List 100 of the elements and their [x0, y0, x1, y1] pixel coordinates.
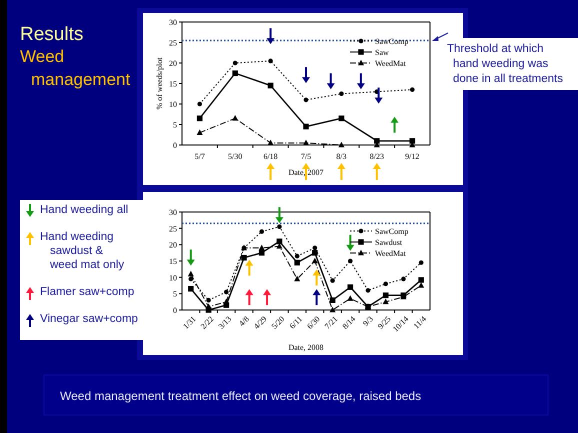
x-tick-label: 4/8 [237, 314, 251, 328]
point [409, 138, 416, 144]
point [339, 91, 344, 96]
point [304, 98, 308, 102]
x-tick-label: 5/30 [228, 152, 242, 161]
point [196, 129, 203, 135]
y-tick-label: 5 [173, 120, 177, 130]
point [374, 138, 380, 144]
x-tick-label: 8/14 [340, 314, 358, 331]
x-tick-label: 6/11 [288, 314, 304, 331]
point [330, 278, 335, 283]
x-tick-label: 11/4 [412, 314, 428, 331]
point [258, 250, 265, 256]
point [418, 260, 424, 265]
point [277, 224, 282, 229]
point [382, 298, 389, 304]
y-tick-label: 5 [173, 290, 177, 299]
point [188, 276, 194, 282]
y-tick-label: 20 [169, 240, 177, 250]
text: Hand weeding all [40, 204, 128, 216]
legend-label: WeedMat [375, 249, 407, 258]
point [232, 115, 238, 121]
point [223, 298, 230, 304]
point [268, 58, 273, 64]
point [232, 60, 238, 66]
point [258, 244, 265, 250]
text: Vinegar saw+comp [40, 313, 138, 325]
x-tick-label: 5/20 [270, 314, 286, 331]
x-tick-label: 9/12 [405, 152, 420, 161]
x-tick-label: 7/21 [322, 314, 340, 331]
point [303, 124, 309, 130]
point [232, 70, 238, 76]
point [294, 260, 300, 266]
point [241, 254, 247, 261]
y-tick-label: 25 [169, 38, 177, 48]
y-tick-label: 20 [169, 59, 177, 68]
point [259, 229, 264, 234]
point [206, 303, 212, 310]
y-tick-label: 10 [169, 273, 177, 282]
point [418, 277, 424, 283]
point [330, 306, 336, 312]
y-tick-label: 0 [173, 141, 177, 150]
point [338, 116, 344, 122]
point [224, 290, 229, 294]
point [312, 258, 318, 264]
x-tick-label: 8/3 [336, 152, 347, 161]
legend-label: WeedMat [375, 59, 407, 68]
y-tick-label: 15 [169, 257, 177, 266]
y-tick-label: 15 [169, 80, 177, 88]
point [294, 276, 300, 282]
legend-label: SawComp [375, 37, 408, 46]
y-tick-label: 30 [169, 18, 177, 27]
point [330, 297, 336, 303]
point [383, 282, 388, 286]
legend-label: Saw [375, 48, 389, 57]
x-tick-label: 3/13 [216, 314, 234, 331]
text: Weed management treatment effect on weed coverage, raised beds [60, 389, 422, 403]
point [206, 298, 211, 302]
x-tick-label: 1/31 [181, 314, 198, 331]
point [188, 286, 194, 292]
y-tick-label: 25 [169, 224, 177, 234]
point [348, 258, 353, 264]
point [338, 142, 344, 148]
point [410, 87, 415, 92]
chart-title: Results [20, 24, 84, 45]
y-axis-title: % of weeds/plot [155, 56, 164, 110]
x-tick-label: 6/18 [263, 152, 278, 161]
x-tick-label: 5/7 [194, 152, 205, 161]
text: Hand weeding sawdust & weed mat only [40, 231, 124, 271]
x-axis-title: Date, 2007 [288, 168, 324, 177]
x-tick-label: 8/23 [370, 152, 384, 161]
legend-label: Sawdust [375, 238, 403, 247]
point [312, 250, 318, 256]
point [188, 270, 194, 276]
x-tick-label: 7/5 [300, 152, 312, 161]
x-tick-label: 4/29 [252, 314, 269, 331]
point [366, 288, 370, 293]
point [382, 292, 389, 298]
point [276, 238, 282, 244]
point [418, 282, 424, 288]
x-tick-label: 6/30 [305, 314, 322, 331]
text: Weed management [20, 47, 131, 89]
point [312, 246, 318, 250]
point [347, 295, 354, 301]
x-tick-label: 2/22 [198, 314, 216, 331]
point [401, 276, 406, 282]
x-tick-label: 9/3 [361, 314, 375, 328]
point [294, 254, 300, 258]
x-axis-title: Date, 2008 [288, 343, 324, 352]
text: Flamer saw+comp [40, 286, 134, 298]
point [347, 284, 354, 290]
y-tick-label: 0 [173, 306, 177, 315]
legend-label: SawComp [375, 227, 408, 236]
x-tick-label: 9/25 [376, 314, 393, 331]
point [268, 82, 274, 88]
y-tick-label: 10 [169, 100, 177, 109]
point [196, 116, 203, 122]
ref-line-label: Threshold at which hand weeding was done in all treatments [447, 43, 564, 85]
y-tick-label: 30 [169, 208, 177, 217]
point [197, 102, 202, 106]
